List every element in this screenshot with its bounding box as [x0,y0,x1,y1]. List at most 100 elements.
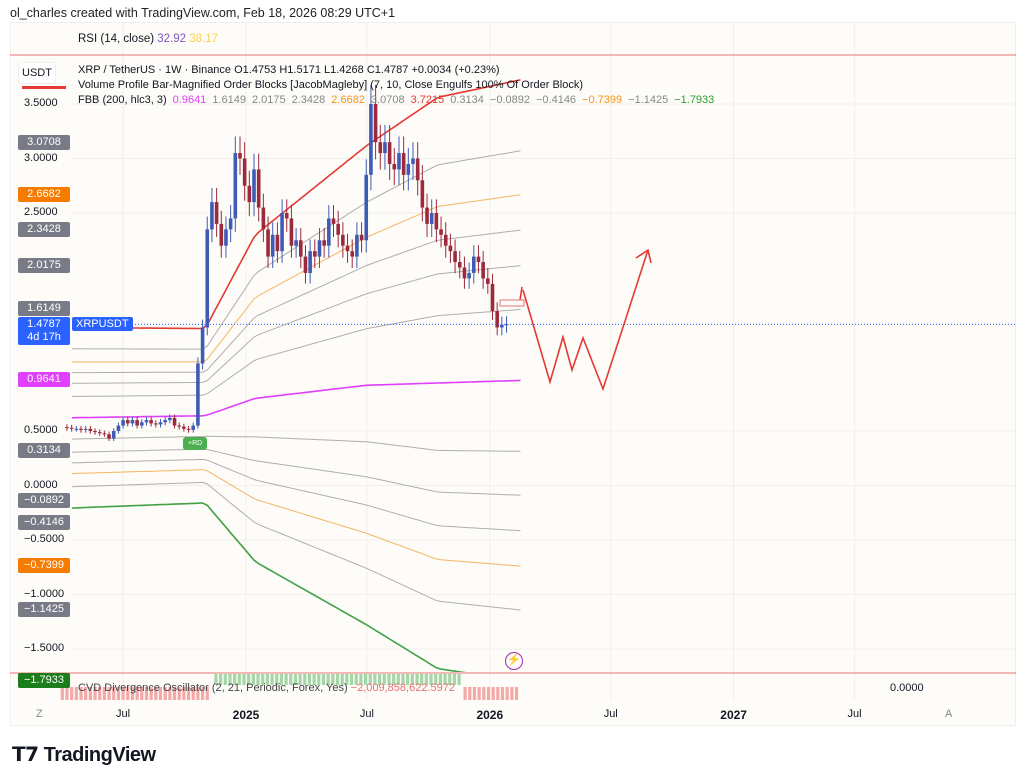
cvd-bar-negative [177,687,181,700]
candle-body [369,104,373,175]
fbb-value: −0.7399 [582,94,623,106]
cvd-legend[interactable]: CVD Divergence Oscillator (2, 21, Period… [78,682,455,694]
rsi-legend[interactable]: RSI (14, close) 32.92 38.17 [78,33,218,45]
candle-body [182,426,186,429]
cvd-bar-positive [275,674,279,685]
fbb-band-line [72,194,521,363]
candle-body [186,428,191,430]
order-blocks-legend[interactable]: Volume Profile Bar-Magnified Order Block… [78,79,584,91]
chart-frame[interactable] [10,22,1016,726]
candle-body [125,420,130,424]
cvd-bar-positive [392,674,396,685]
price-level-label: −0.4146 [18,514,70,530]
cvd-bar-positive [349,674,354,685]
cvd-bar-negative [112,687,116,700]
fbb-basis-line [72,379,521,419]
cvd-bar-negative [482,687,486,700]
fbb-value: −0.4146 [535,94,577,106]
candle-body [139,422,144,426]
candle-body [317,240,322,257]
price-level-label: 2.6682 [18,186,70,202]
cvd-bar-positive [237,674,241,685]
rsi-value: 32.92 [157,33,187,45]
candle-body [378,142,383,154]
cvd-bar-negative [130,687,135,700]
candle-body [65,427,69,429]
cvd-bar-negative [486,687,491,700]
candle-body [350,251,355,257]
price-level-label: −0.7399 [18,558,70,574]
cvd-bar-negative [154,687,158,700]
projection-arrow-drawing [519,248,652,392]
cvd-bar-negative [149,687,153,700]
price-level-label: 2.3428 [18,222,70,238]
fbb-value: 2.3428 [291,94,326,106]
bar-countdown: 4d 17h [27,331,61,343]
cvd-bar-positive [378,674,382,685]
chart-caption: ol_charles created with TradingView.com,… [10,6,396,20]
tradingview-logo: 𝗧𝟳 TradingView [12,742,156,767]
fbb-band-line [72,435,521,452]
last-price-label: 1.4787 4d 17h [18,317,70,345]
candle-body [420,180,425,208]
candle-body [462,267,467,279]
candle-body [69,427,74,429]
currency-button[interactable]: USDT [18,62,56,84]
candle-body [467,272,471,279]
symbol-tag: XRPUSDT [72,317,133,331]
order-block-line-icon [22,86,66,89]
cvd-bar-positive [382,674,386,685]
candle-body [196,363,200,426]
fbb-value: −0.0892 [489,94,530,106]
cvd-bar-positive [406,674,410,685]
cvd-bar-negative [93,687,97,700]
order-block-box [499,299,525,307]
candle-body [397,153,401,170]
candle-body [495,311,499,328]
cvd-bar-positive [373,674,377,685]
candle-body [486,278,490,284]
cvd-bar-positive [317,674,321,685]
x-tick-label: Jul [847,708,862,720]
candle-body [270,234,275,257]
auto-scale-button[interactable]: A [945,708,953,720]
candle-body [121,420,125,426]
symbol-legend[interactable]: XRP / TetherUS · 1W · Binance O1.4753 H1… [78,64,500,76]
lightning-alert-icon[interactable]: ⚡ [505,652,523,670]
candle-body [238,153,242,159]
candle-body [158,422,163,425]
fbb-value: 1.6149 [212,94,246,106]
cvd-bar-negative [60,687,64,700]
cvd-bar-negative [172,687,177,700]
candle-body [429,213,434,224]
candle-body [401,153,406,175]
cvd-bar-negative [186,687,191,700]
cvd-bar-positive [256,674,260,685]
cvd-bar-negative [491,687,495,700]
candle-body [476,256,481,263]
candle-body [448,245,453,252]
candle-body [130,420,135,424]
fbb-value: 3.0708 [370,94,405,106]
cvd-bar-negative [163,687,167,700]
cvd-bar-positive [331,674,335,685]
cvd-bar-positive [265,674,269,685]
candle-body [387,142,392,164]
fbb-band-line [72,502,466,672]
fbb-value: 0.9641 [172,94,207,106]
candle-body [200,327,205,364]
cvd-bar-positive [452,674,457,685]
fbb-legend[interactable]: FBB (200, hlc3, 3) 0.9641 1.6149 2.0175 2.34… [78,94,714,107]
candle-body [275,234,280,252]
zoom-button[interactable]: Z [36,708,43,720]
candle-body [364,174,369,241]
y-tick-label: 3.0000 [24,151,58,164]
cvd-bar-negative [65,687,69,700]
cvd-bar-positive [261,674,265,685]
rd-badge[interactable]: +RD [183,437,208,450]
candle-body [434,213,439,230]
price-level-label: −0.0892 [18,493,70,509]
y-tick-label: −1.5000 [24,642,65,654]
candle-body [135,420,139,426]
